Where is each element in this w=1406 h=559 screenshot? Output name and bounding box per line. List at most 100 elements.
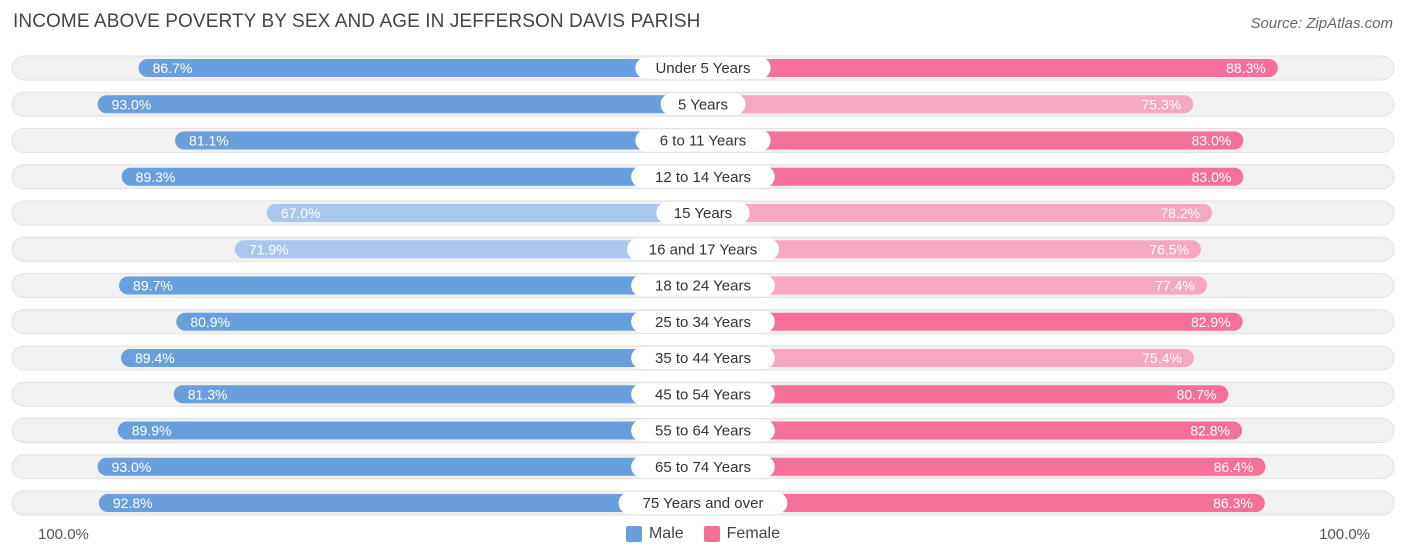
bar-female[interactable]	[703, 59, 1278, 77]
category-pill	[635, 129, 771, 152]
category-pill	[631, 347, 775, 369]
bar-male[interactable]	[173, 385, 703, 404]
legend-swatch-female	[703, 526, 720, 542]
bar-male[interactable]	[121, 349, 704, 367]
row-3: 89.3% 83.0% 12 to 14 Years	[11, 164, 1395, 190]
value-label-male: 67.0%	[281, 205, 321, 221]
category-pill	[631, 383, 775, 406]
axis-label-left: 100.0%	[38, 526, 89, 543]
bar-female[interactable]	[703, 204, 1213, 222]
value-label-male: 93.0%	[112, 96, 152, 112]
bar-female[interactable]	[703, 167, 1244, 186]
value-label-female: 88.3%	[1226, 60, 1266, 76]
row-2: 81.1% 83.0% 6 to 11 Years	[11, 128, 1395, 153]
row-10: 89.9% 82.8% 55 to 64 Years	[11, 418, 1395, 443]
value-label-male: 71.9%	[249, 241, 289, 257]
legend-label-female: Female	[726, 525, 781, 542]
category-pill	[627, 238, 779, 261]
value-label-female: 77.4%	[1155, 278, 1195, 294]
category-label: 45 to 54 Years	[655, 386, 751, 403]
row-0: 86.7% 88.3% Under 5 Years	[11, 55, 1395, 81]
category-label: 12 to 14 Years	[655, 169, 751, 186]
bar-male[interactable]	[97, 95, 703, 114]
legend-label-male: Male	[648, 525, 684, 542]
category-pill	[635, 57, 771, 79]
chart-title: INCOME ABOVE POVERTY BY SEX AND AGE IN J…	[13, 11, 701, 32]
category-label: 75 Years and over	[643, 495, 764, 512]
row-5: 71.9% 76.5% 16 and 17 Years	[11, 236, 1395, 262]
bar-female[interactable]	[703, 421, 1243, 440]
value-label-male: 81.1%	[189, 133, 229, 149]
value-label-male: 89.9%	[132, 423, 172, 439]
category-label: 18 to 24 Years	[655, 278, 751, 295]
row-9: 81.3% 80.7% 45 to 54 Years	[11, 381, 1395, 407]
bar-male[interactable]	[175, 131, 703, 150]
legend: Male Female	[0, 524, 1406, 544]
category-pill	[618, 492, 788, 514]
bar-male[interactable]	[119, 276, 704, 295]
category-label: 16 and 17 Years	[649, 241, 757, 258]
value-label-male: 89.3%	[136, 169, 176, 185]
legend-swatch-male	[625, 526, 642, 542]
category-label: 35 to 44 Years	[655, 350, 751, 367]
bar-male[interactable]	[234, 240, 703, 259]
category-pill	[631, 274, 775, 297]
bar-female[interactable]	[703, 312, 1243, 331]
value-label-female: 82.9%	[1191, 314, 1231, 330]
value-label-female: 86.4%	[1214, 459, 1254, 475]
value-label-male: 89.4%	[135, 350, 175, 366]
category-label: 15 Years	[674, 205, 732, 222]
category-label: 25 to 34 Years	[655, 314, 751, 331]
category-pill	[631, 419, 775, 442]
bar-male[interactable]	[138, 59, 703, 77]
value-label-male: 89.7%	[133, 278, 173, 294]
bar-male[interactable]	[266, 204, 703, 222]
category-pill	[660, 93, 746, 116]
row-7: 80.9% 82.9% 25 to 34 Years	[11, 309, 1395, 335]
chart-area: 86.7% 88.3% Under 5 Years 93.0% 75.3% 5 Years…	[11, 55, 1395, 516]
bar-female[interactable]	[703, 95, 1194, 114]
category-label: Under 5 Years	[655, 60, 750, 77]
value-label-male: 81.3%	[188, 386, 228, 402]
category-pill	[631, 455, 775, 478]
bar-female[interactable]	[703, 349, 1194, 367]
category-pill	[631, 165, 775, 188]
value-label-female: 78.2%	[1160, 205, 1200, 221]
value-label-male: 93.0%	[112, 459, 152, 475]
category-label: 6 to 11 Years	[660, 133, 746, 150]
row-12: 92.8% 86.3% 75 Years and over	[11, 490, 1395, 516]
category-label: 55 to 64 Years	[655, 423, 751, 440]
row-4: 67.0% 78.2% 15 Years	[11, 200, 1395, 226]
bar-male[interactable]	[117, 421, 704, 440]
value-label-female: 75.3%	[1141, 96, 1181, 112]
value-label-male: 80.9%	[190, 314, 230, 330]
bar-female[interactable]	[703, 494, 1265, 512]
row-11: 93.0% 86.4% 65 to 74 Years	[11, 454, 1395, 480]
category-pill	[631, 310, 775, 333]
source-credit: Source: ZipAtlas.com	[1250, 15, 1393, 32]
bar-female[interactable]	[703, 385, 1229, 404]
row-8: 89.4% 75.4% 35 to 44 Years	[11, 345, 1395, 371]
value-label-female: 83.0%	[1192, 169, 1232, 185]
value-label-female: 80.7%	[1177, 386, 1217, 402]
value-label-female: 82.8%	[1190, 423, 1230, 439]
value-label-female: 75.4%	[1142, 350, 1182, 366]
legend-item-female[interactable]: Female	[703, 525, 781, 543]
value-label-male: 86.7%	[153, 60, 193, 76]
category-label: 5 Years	[678, 96, 728, 113]
row-6: 89.7% 77.4% 18 to 24 Years	[11, 273, 1395, 298]
row-1: 93.0% 75.3% 5 Years	[11, 91, 1395, 117]
bar-male[interactable]	[97, 457, 703, 476]
bar-female[interactable]	[703, 131, 1244, 150]
legend-item-male[interactable]: Male	[625, 525, 684, 543]
value-label-male: 92.8%	[113, 495, 153, 511]
value-label-female: 86.3%	[1213, 495, 1253, 511]
bar-male[interactable]	[176, 312, 703, 331]
bar-male[interactable]	[121, 167, 704, 186]
bar-male[interactable]	[98, 494, 703, 512]
bar-female[interactable]	[703, 240, 1202, 259]
value-label-female: 83.0%	[1192, 133, 1232, 149]
value-label-female: 76.5%	[1149, 241, 1189, 257]
bar-female[interactable]	[703, 457, 1266, 476]
bar-female[interactable]	[703, 276, 1207, 295]
